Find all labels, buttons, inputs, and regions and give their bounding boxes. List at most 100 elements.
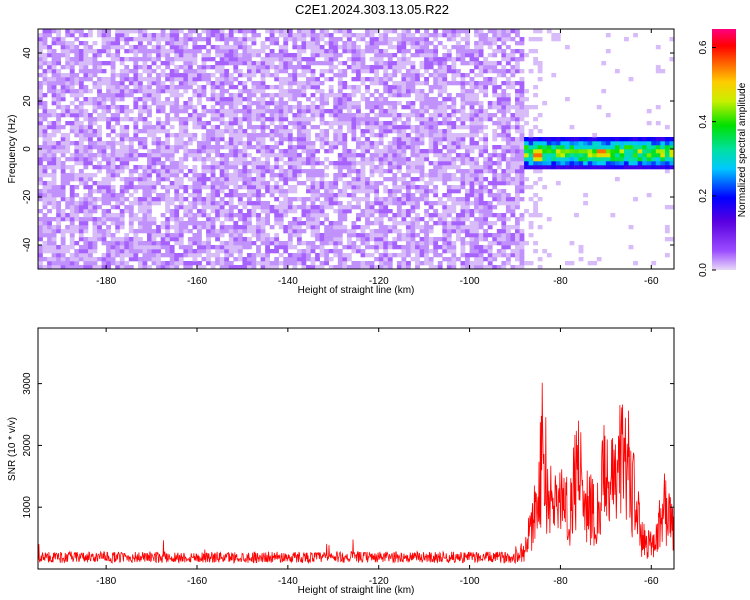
- heatmap-cell: [51, 89, 57, 94]
- heatmap-cell: [42, 221, 48, 226]
- heatmap-cell: [505, 169, 511, 174]
- heatmap-cell: [147, 157, 152, 162]
- heatmap-cell: [133, 85, 139, 90]
- heatmap-cell: [97, 233, 102, 238]
- heatmap-cell: [301, 113, 307, 118]
- heatmap-cell: [224, 241, 230, 246]
- heatmap-cell: [392, 229, 398, 234]
- heatmap-cell: [306, 249, 311, 254]
- heatmap-cell: [242, 73, 248, 78]
- heatmap-cell: [228, 193, 234, 198]
- heatmap-cell: [415, 185, 420, 190]
- heatmap-cell: [51, 229, 57, 234]
- heatmap-cell: [206, 77, 211, 82]
- heatmap-cell: [492, 145, 498, 150]
- heatmap-cell: [210, 261, 216, 266]
- heatmap-cell: [178, 81, 184, 86]
- heatmap-cell: [87, 125, 93, 130]
- heatmap-cell: [351, 261, 357, 266]
- heatmap-cell: [446, 173, 452, 178]
- heatmap-cell: [415, 213, 420, 218]
- heatmap-cell: [69, 205, 75, 210]
- heatmap-cell: [256, 85, 261, 90]
- heatmap-cell: [87, 261, 93, 266]
- heatmap-cell: [228, 121, 234, 126]
- heatmap-cell: [246, 217, 252, 222]
- heatmap-cell: [478, 49, 484, 54]
- heatmap-cell: [383, 169, 389, 174]
- heatmap-cell: [369, 141, 375, 146]
- heatmap-cell: [455, 197, 461, 202]
- heatmap-cell: [165, 193, 171, 198]
- heatmap-cell: [47, 185, 52, 190]
- heatmap-cell: [97, 69, 102, 74]
- heatmap-cell: [151, 257, 157, 262]
- heatmap-cell: [228, 241, 234, 246]
- heatmap-cell: [128, 145, 134, 150]
- heatmap-cell: [269, 153, 275, 158]
- heatmap-cell: [315, 137, 320, 142]
- heatmap-cell: [465, 53, 470, 58]
- heatmap-cell: [319, 129, 325, 134]
- heatmap-cell: [542, 149, 548, 154]
- heatmap-cell: [115, 165, 121, 170]
- heatmap-cell: [87, 241, 93, 246]
- heatmap-cell: [106, 49, 111, 54]
- heatmap-cell: [165, 153, 171, 158]
- heatmap-cell: [101, 233, 107, 238]
- heatmap-cell: [392, 109, 398, 114]
- heatmap-cell: [178, 197, 184, 202]
- heatmap-cell: [483, 33, 489, 38]
- heatmap-cell: [351, 221, 357, 226]
- heatmap-cell: [319, 137, 325, 142]
- heatmap-cell: [387, 229, 393, 234]
- heatmap-cell: [424, 121, 429, 126]
- heatmap-cell: [524, 165, 529, 170]
- heatmap-cell: [501, 217, 507, 222]
- chart-title: C2E1.2024.303.13.05.R22: [295, 2, 449, 17]
- heatmap-cell: [424, 225, 429, 230]
- heatmap-cell: [169, 157, 175, 162]
- heatmap-cell: [410, 197, 416, 202]
- heatmap-cell: [446, 117, 452, 122]
- heatmap-cell: [224, 229, 230, 234]
- heatmap-cell: [124, 237, 130, 242]
- heatmap-cell: [287, 153, 293, 158]
- heatmap-cell: [97, 257, 102, 262]
- heatmap-cell: [515, 141, 520, 146]
- heatmap-cell: [342, 257, 348, 262]
- heatmap-cell: [128, 209, 134, 214]
- heatmap-cell: [424, 49, 429, 54]
- heatmap-cell: [342, 81, 348, 86]
- heatmap-cell: [405, 105, 411, 110]
- heatmap-cell: [265, 65, 270, 70]
- heatmap-cell: [97, 165, 102, 170]
- heatmap-cell: [555, 141, 561, 146]
- heatmap-cell: [369, 237, 375, 242]
- heatmap-cell: [483, 245, 489, 250]
- heatmap-cell: [292, 33, 298, 38]
- heatmap-cell: [478, 261, 484, 266]
- heatmap-cell: [56, 101, 62, 106]
- heatmap-cell: [219, 181, 225, 186]
- heatmap-cell: [419, 253, 425, 258]
- heatmap-cell: [274, 85, 280, 90]
- heatmap-cell: [460, 153, 466, 158]
- heatmap-cell: [160, 129, 166, 134]
- heatmap-cell: [392, 213, 398, 218]
- heatmap-cell: [474, 73, 479, 78]
- heatmap-cell: [83, 157, 89, 162]
- heatmap-cell: [219, 221, 225, 226]
- heatmap-cell: [460, 253, 466, 258]
- heatmap-cell: [51, 53, 57, 58]
- heatmap-cell: [265, 37, 270, 42]
- heatmap-cell: [151, 97, 157, 102]
- heatmap-cell: [474, 121, 479, 126]
- heatmap-cell: [60, 241, 66, 246]
- heatmap-cell: [465, 133, 470, 138]
- heatmap-cell: [137, 113, 143, 118]
- heatmap-cell: [346, 29, 352, 34]
- heatmap-cell: [65, 197, 71, 202]
- heatmap-cell: [65, 73, 71, 78]
- heatmap-cell: [455, 213, 461, 218]
